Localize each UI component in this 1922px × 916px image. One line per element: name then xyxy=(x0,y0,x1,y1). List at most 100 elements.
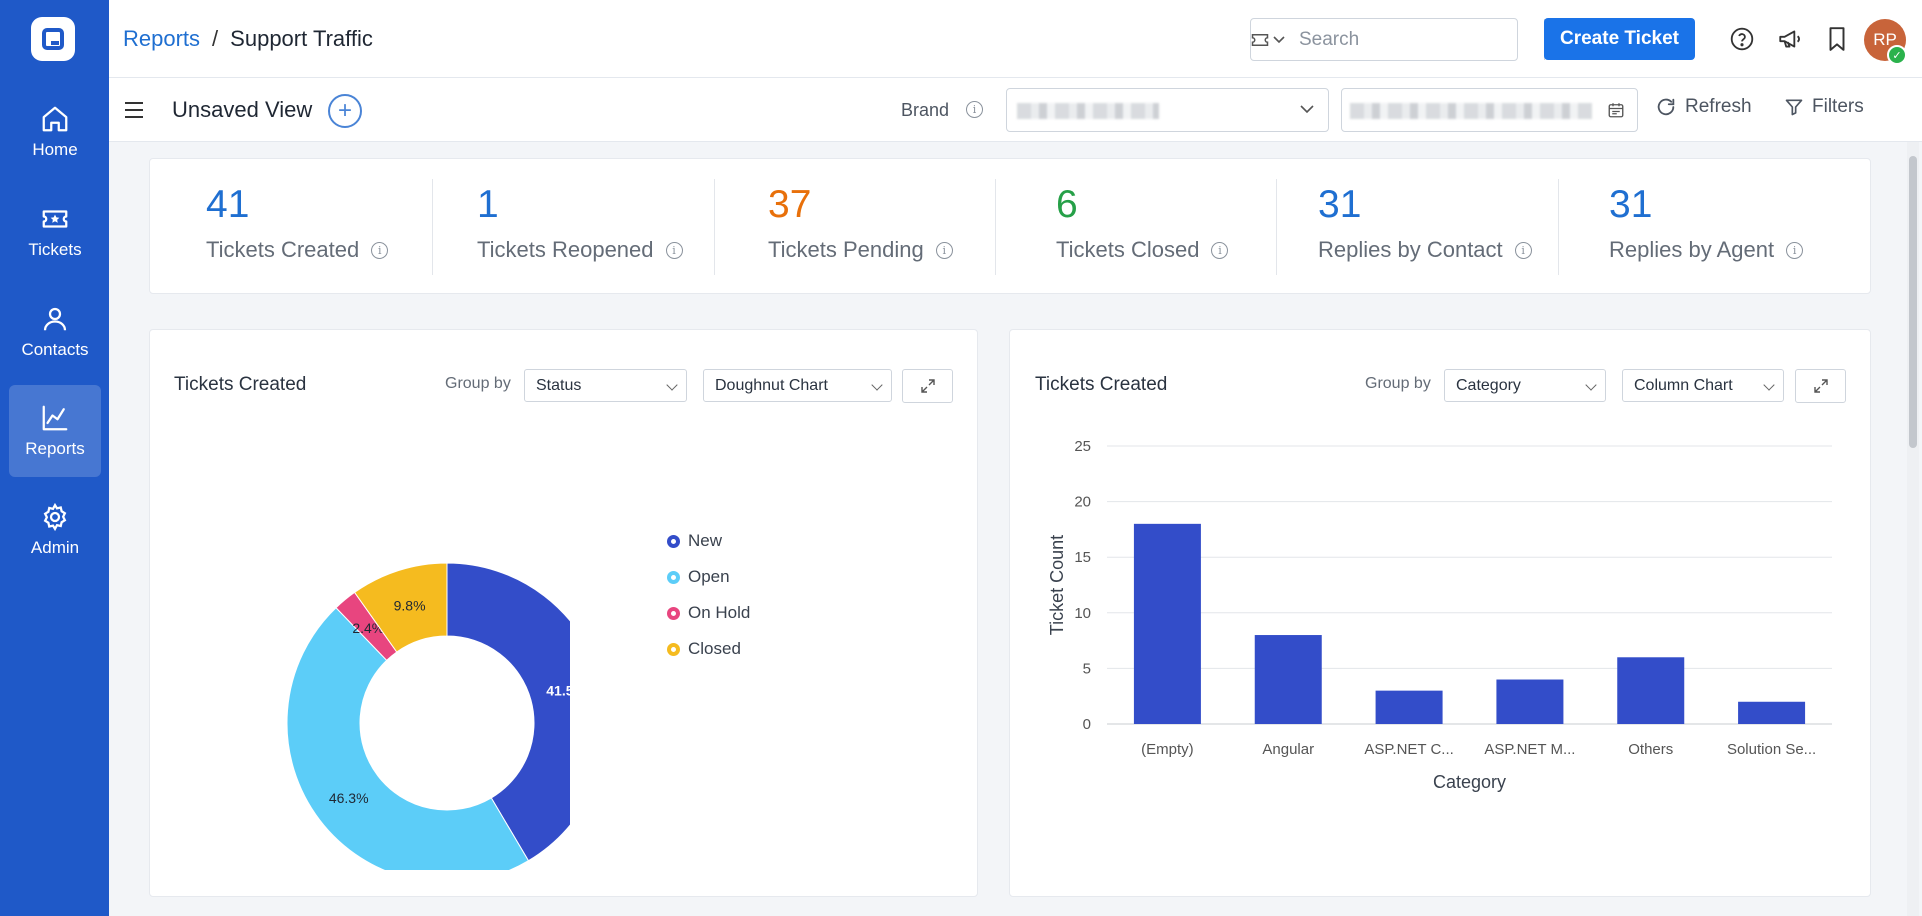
stat-value: 37 xyxy=(768,183,812,226)
info-icon[interactable]: i xyxy=(966,100,983,118)
ticket-icon xyxy=(42,210,68,228)
x-axis-label: Category xyxy=(1433,772,1506,792)
help-icon[interactable] xyxy=(1725,22,1759,56)
hamburger-menu-icon[interactable] xyxy=(123,100,145,120)
bar[interactable] xyxy=(1254,635,1322,724)
info-icon[interactable]: i xyxy=(665,241,683,259)
sidebar-item-label: Reports xyxy=(25,439,85,458)
group-by-label: Group by xyxy=(1365,375,1431,392)
x-tick-label: Angular xyxy=(1262,741,1314,758)
doughnut-chart-card: Tickets Created Group by Status Doughnut… xyxy=(149,329,978,897)
megaphone-icon[interactable] xyxy=(1773,22,1807,56)
legend-item-on-hold[interactable]: On Hold xyxy=(667,603,750,623)
stat-label-text: Replies by Agent xyxy=(1609,237,1775,262)
sidebar-item-admin[interactable]: Admin xyxy=(9,484,101,576)
stats-strip: 41 Tickets Created i 1 Tickets Reopened i … xyxy=(149,158,1871,294)
expand-icon xyxy=(920,379,935,393)
bar[interactable] xyxy=(1496,679,1564,724)
breadcrumb-separator: / xyxy=(212,26,219,51)
refresh-label: Refresh xyxy=(1685,96,1752,117)
brand-select[interactable] xyxy=(1006,88,1329,132)
refresh-button[interactable]: Refresh xyxy=(1655,96,1752,118)
x-tick-label: Others xyxy=(1628,741,1673,758)
brand-label: Brand xyxy=(901,100,950,120)
filters-button[interactable]: Filters xyxy=(1784,96,1864,118)
x-tick-label: ASP.NET C... xyxy=(1364,741,1453,758)
donut-slice-open[interactable] xyxy=(286,607,530,870)
y-tick-label: 15 xyxy=(1074,549,1091,566)
top-header: Reports / Support Traffic Create Ticket … xyxy=(109,0,1922,78)
sidebar-item-label: Admin xyxy=(30,538,80,557)
y-tick-label: 20 xyxy=(1074,494,1091,511)
stat-value: 1 xyxy=(477,183,499,226)
stat-label-text: Tickets Pending xyxy=(768,237,924,262)
scrollbar-thumb[interactable] xyxy=(1909,156,1917,448)
y-axis-label: Ticket Count xyxy=(1047,535,1067,635)
stat-label: Tickets Closed i xyxy=(1056,237,1229,263)
page-scrollbar[interactable] xyxy=(1907,142,1919,916)
expand-button[interactable] xyxy=(902,369,953,403)
group-by-select[interactable]: Status xyxy=(524,369,687,402)
info-icon[interactable]: i xyxy=(1514,241,1532,259)
search-box xyxy=(1250,18,1562,61)
stat-label: Tickets Created i xyxy=(206,237,389,263)
sidebar-item-contacts[interactable]: Contacts xyxy=(9,286,101,378)
bar[interactable] xyxy=(1375,690,1443,724)
stat-label: Tickets Pending i xyxy=(768,237,953,263)
legend-item-new[interactable]: New xyxy=(667,531,722,551)
sidebar-item-label: Home xyxy=(32,140,78,159)
bar[interactable] xyxy=(1617,657,1685,724)
divider xyxy=(1276,179,1277,275)
sidebar-item-reports[interactable]: Reports xyxy=(9,385,101,477)
group-by-value: Status xyxy=(536,376,582,394)
donut-data-label: 46.3% xyxy=(329,790,369,806)
donut-slice-closed[interactable] xyxy=(353,562,448,653)
expand-button[interactable] xyxy=(1795,369,1846,403)
stat-label-text: Tickets Closed xyxy=(1056,237,1200,262)
expand-icon xyxy=(1813,379,1828,393)
home-icon xyxy=(42,106,68,132)
chart-type-select[interactable]: Column Chart xyxy=(1622,369,1784,402)
chart-type-value: Doughnut Chart xyxy=(715,376,828,394)
legend-item-closed[interactable]: Closed xyxy=(667,639,741,659)
search-input[interactable] xyxy=(1285,19,1544,60)
bar[interactable] xyxy=(1133,523,1201,724)
chevron-down-icon xyxy=(1585,379,1597,391)
legend-marker xyxy=(667,570,680,584)
legend-item-open[interactable]: Open xyxy=(667,567,730,587)
donut-slice-new[interactable] xyxy=(446,562,570,862)
divider xyxy=(432,179,433,275)
info-icon[interactable]: i xyxy=(1786,241,1804,259)
y-tick-label: 5 xyxy=(1083,660,1091,677)
group-by-value: Category xyxy=(1456,376,1521,394)
stat-value: 31 xyxy=(1318,183,1362,226)
chevron-down-icon xyxy=(1273,35,1285,43)
search-type-dropdown[interactable] xyxy=(1251,19,1285,60)
redacted-date-value xyxy=(1350,103,1592,119)
group-by-select[interactable]: Category xyxy=(1444,369,1606,402)
breadcrumb-reports-link[interactable]: Reports xyxy=(123,26,201,51)
sidebar-item-home[interactable]: Home xyxy=(9,86,101,178)
x-tick-label: Solution Se... xyxy=(1727,741,1816,758)
sidebar: Home Tickets Contacts Reports Admin xyxy=(0,0,109,916)
app-logo[interactable] xyxy=(31,17,75,61)
x-tick-label: ASP.NET M... xyxy=(1484,741,1575,758)
calendar-icon xyxy=(1608,103,1624,118)
chart-type-select[interactable]: Doughnut Chart xyxy=(703,369,892,402)
info-icon[interactable]: i xyxy=(935,241,953,259)
stat-label: Tickets Reopened i xyxy=(477,237,683,263)
view-name: Unsaved View xyxy=(172,97,313,122)
legend-marker xyxy=(667,606,680,620)
legend-label: Open xyxy=(688,567,730,586)
add-view-button[interactable]: + xyxy=(328,94,362,128)
date-range-select[interactable] xyxy=(1341,88,1638,132)
info-icon[interactable]: i xyxy=(371,241,389,259)
stat-label-text: Replies by Contact xyxy=(1318,237,1503,262)
bar[interactable] xyxy=(1738,701,1806,724)
bookmark-icon[interactable] xyxy=(1820,22,1854,56)
y-tick-label: 25 xyxy=(1074,438,1091,455)
info-icon[interactable]: i xyxy=(1211,241,1229,259)
create-ticket-button[interactable]: Create Ticket xyxy=(1544,18,1695,60)
sidebar-item-tickets[interactable]: Tickets xyxy=(9,186,101,278)
column-chart: 0 5 10 15 20 25 (Empty) Angular ASP.NET C... ASP.… xyxy=(1047,438,1832,792)
